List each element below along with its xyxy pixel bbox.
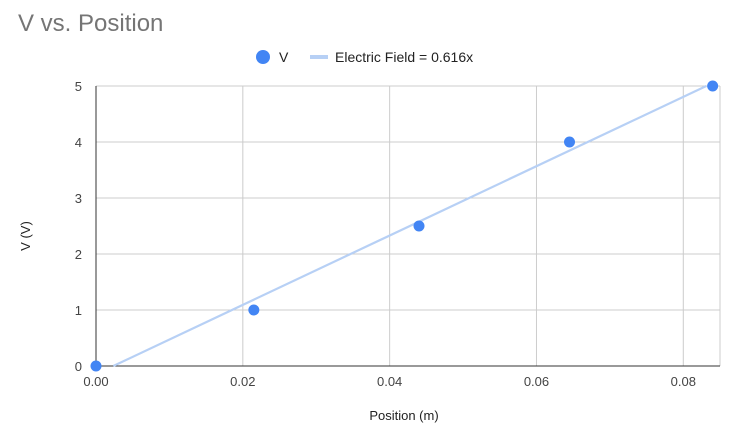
legend-item-series-0[interactable]: V: [256, 49, 289, 65]
legend-marker-dot: [256, 50, 270, 64]
data-point[interactable]: [564, 136, 576, 148]
chart-title: V vs. Position: [18, 10, 163, 37]
data-point[interactable]: [413, 220, 425, 232]
x-tick-label: 0.04: [377, 374, 402, 389]
legend-item-series-1[interactable]: Electric Field = 0.616x: [310, 49, 473, 65]
x-tick-label: 0.02: [230, 374, 255, 389]
x-tick-label: 0.06: [524, 374, 549, 389]
data-points-layer: [90, 80, 719, 372]
legend[interactable]: V Electric Field = 0.616x: [256, 49, 473, 65]
y-tick-label: 3: [75, 191, 82, 206]
gridlines: [96, 85, 721, 366]
legend-label-series-1: Electric Field = 0.616x: [335, 49, 473, 65]
y-axis-ticks: 0 1 2 3 4 5: [75, 79, 82, 374]
y-axis-title: V (V): [18, 221, 33, 251]
y-tick-label: 0: [75, 359, 82, 374]
x-tick-label: 0.08: [671, 374, 696, 389]
data-point[interactable]: [90, 360, 102, 372]
legend-label-series-0: V: [279, 49, 289, 65]
y-tick-label: 4: [75, 135, 82, 150]
x-tick-label: 0.00: [83, 374, 108, 389]
y-tick-label: 2: [75, 247, 82, 262]
trendline-layer: [112, 85, 707, 367]
y-tick-label: 1: [75, 303, 82, 318]
y-tick-label: 5: [75, 79, 82, 94]
trendline: [112, 85, 707, 367]
x-axis-title: Position (m): [369, 408, 438, 423]
data-point[interactable]: [707, 80, 719, 92]
data-point[interactable]: [248, 304, 260, 316]
axes: [95, 86, 720, 367]
x-axis-ticks: 0.00 0.02 0.04 0.06 0.08: [83, 374, 696, 389]
